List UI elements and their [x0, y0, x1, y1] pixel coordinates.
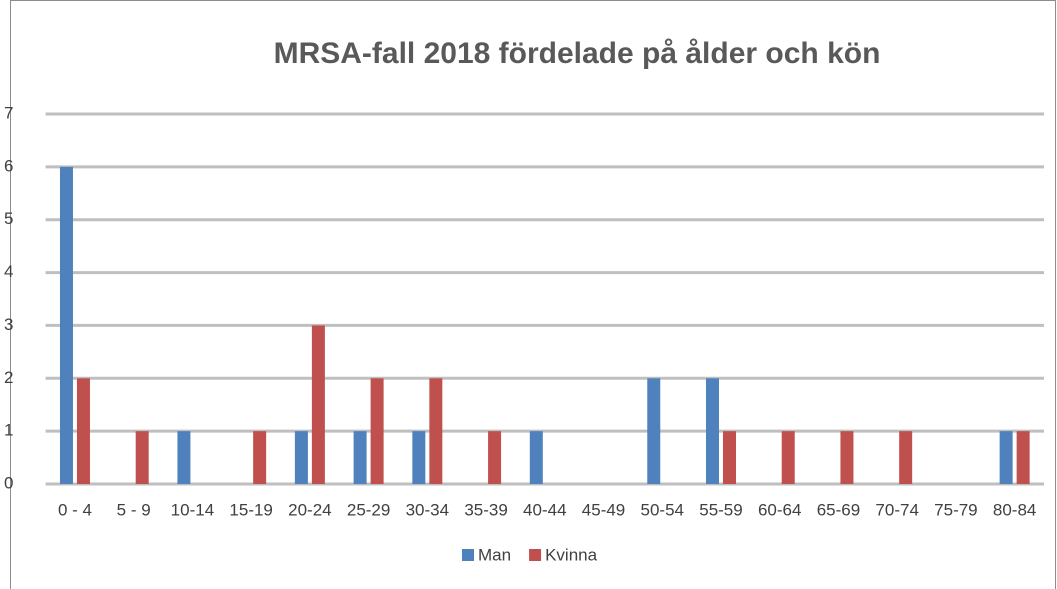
x-tick-label: 10-14	[171, 500, 214, 519]
bar	[1016, 431, 1030, 484]
bar	[705, 378, 719, 484]
legend-label: Man	[478, 545, 511, 564]
chart-title: MRSA-fall 2018 fördelade på ålder och kö…	[274, 37, 881, 70]
x-tick-label: 80-84	[993, 500, 1036, 519]
bar	[412, 431, 426, 484]
x-tick-label: 50-54	[641, 500, 684, 519]
x-tick-label: 70-74	[875, 500, 918, 519]
y-tick-label: 3	[4, 315, 13, 334]
x-tick-label: 60-64	[758, 500, 801, 519]
bar	[294, 431, 308, 484]
bar	[722, 431, 736, 484]
x-tick-label: 45-49	[582, 500, 625, 519]
x-tick-label: 25-29	[347, 500, 390, 519]
bar	[76, 378, 90, 484]
bar	[488, 431, 502, 484]
x-tick-label: 35-39	[464, 500, 507, 519]
bar	[353, 431, 367, 484]
bar	[370, 378, 384, 484]
x-tick-label: 5 - 9	[117, 500, 151, 519]
legend-label: Kvinna	[545, 545, 598, 564]
bar	[899, 431, 913, 484]
bar	[529, 431, 543, 484]
x-tick-label: 75-79	[934, 500, 977, 519]
x-tick-label: 20-24	[288, 500, 331, 519]
bar	[999, 431, 1013, 484]
legend-swatch	[462, 549, 474, 561]
x-tick-label: 0 - 4	[58, 500, 92, 519]
bar	[59, 166, 73, 484]
y-tick-label: 7	[4, 103, 13, 122]
bar	[781, 431, 795, 484]
bar	[840, 431, 854, 484]
bar	[177, 431, 191, 484]
y-tick-label: 1	[4, 421, 13, 440]
chart-border	[10, 0, 1056, 589]
bar	[647, 378, 661, 484]
bar	[311, 325, 325, 484]
bar	[253, 431, 267, 484]
y-tick-label: 2	[4, 368, 13, 387]
legend-swatch	[529, 549, 542, 561]
x-tick-label: 65-69	[817, 500, 860, 519]
y-tick-label: 5	[4, 209, 13, 228]
bar	[135, 431, 149, 484]
x-tick-label: 15-19	[229, 500, 272, 519]
y-tick-label: 4	[4, 262, 13, 281]
y-tick-label: 0	[4, 473, 13, 492]
y-tick-label: 6	[4, 156, 13, 175]
x-tick-label: 40-44	[523, 500, 566, 519]
x-tick-label: 55-59	[699, 500, 742, 519]
x-tick-label: 30-34	[406, 500, 449, 519]
bar	[429, 378, 443, 484]
